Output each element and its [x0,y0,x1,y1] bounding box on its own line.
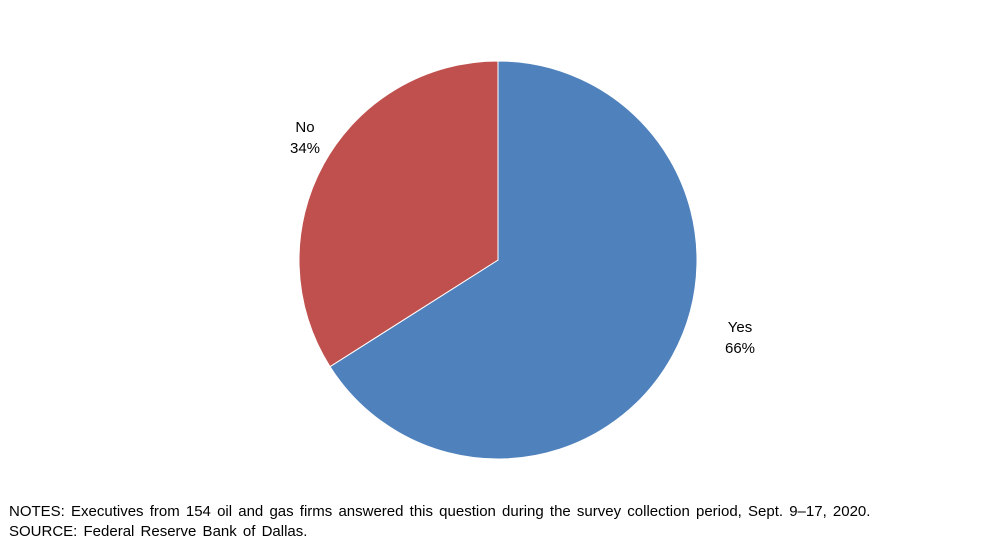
pie-chart-svg: Yes 66% No 34% [290,60,755,460]
pie-slice-yes [329,60,698,460]
source-text: SOURCE: Federal Reserve Bank of Dallas. [9,523,308,540]
slice-category-label: No [295,119,314,136]
pie-chart: Yes 66% No 34% [290,60,755,460]
pie-slice-no [298,60,499,368]
notes-text: NOTES: Executives from 154 oil and gas f… [9,503,871,520]
slice-value-label: 34% [290,140,320,157]
slice-label-no: No 34% [290,119,320,157]
slice-category-label: Yes [728,319,752,336]
slice-value-label: 66% [725,340,755,357]
chart-footer: NOTES: Executives from 154 oil and gas f… [9,502,989,542]
slice-label-yes: Yes 66% [725,319,755,357]
